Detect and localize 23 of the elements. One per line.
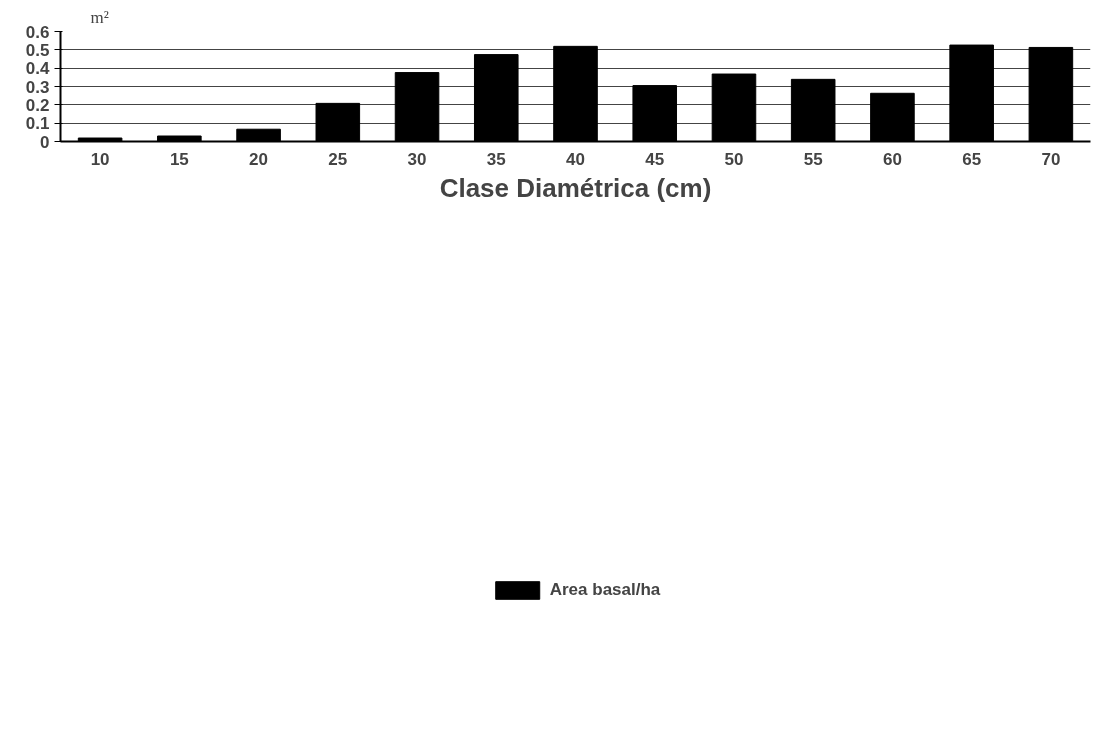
x-tick-label: 10 xyxy=(90,149,110,169)
x-axis-title: Clase Diamétrica (cm) xyxy=(439,172,712,203)
x-tick-label: 45 xyxy=(645,149,665,169)
x-tick-label: 40 xyxy=(566,149,585,169)
y-tick-label: 0.4 xyxy=(25,59,51,79)
x-tick-label: 15 xyxy=(169,149,189,169)
x-tick-label: 70 xyxy=(1041,149,1061,169)
legend-label: Area basal/ha xyxy=(549,579,661,600)
x-tick-label: 25 xyxy=(328,149,348,169)
y-tick-label: 0 xyxy=(40,132,50,152)
y-tick-label: 0.6 xyxy=(25,22,50,42)
x-tick-label: 35 xyxy=(486,149,506,169)
x-tick-label: 60 xyxy=(882,149,902,169)
y-tick-label: 0.3 xyxy=(25,77,50,97)
y-axis-title: m² xyxy=(90,7,109,27)
y-tick-label: 0.5 xyxy=(25,40,50,60)
y-tick-label: 0.1 xyxy=(25,114,50,134)
x-tick-label: 30 xyxy=(407,149,427,169)
x-tick-label: 65 xyxy=(962,149,982,169)
y-tick-label: 0.2 xyxy=(25,95,50,115)
x-tick-label: 50 xyxy=(724,149,744,169)
x-tick-label: 20 xyxy=(249,149,269,169)
x-tick-label: 55 xyxy=(803,149,823,169)
